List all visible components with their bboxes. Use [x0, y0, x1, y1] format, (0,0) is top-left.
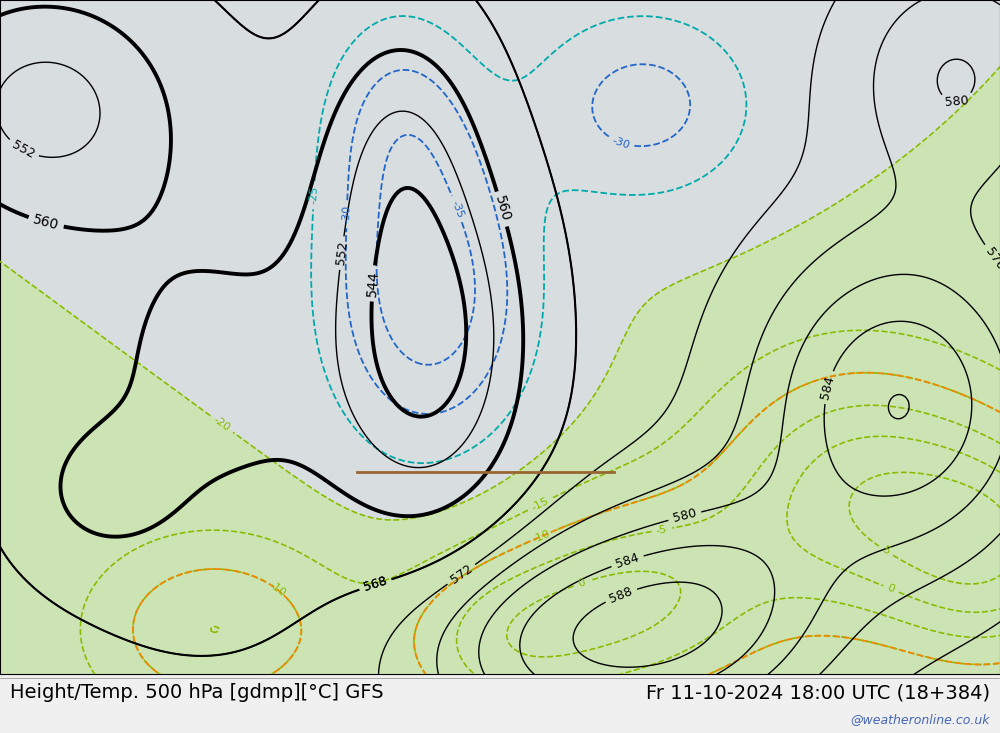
Text: 560: 560 — [31, 213, 61, 233]
Text: 560: 560 — [492, 194, 512, 224]
Text: @weatheronline.co.uk: @weatheronline.co.uk — [850, 712, 990, 726]
Text: 572: 572 — [448, 562, 475, 586]
Text: 572: 572 — [852, 699, 879, 723]
Text: -25: -25 — [308, 186, 319, 205]
Text: 580: 580 — [944, 94, 969, 108]
Text: 584: 584 — [614, 551, 641, 571]
Text: 0: 0 — [886, 583, 896, 595]
Text: -5: -5 — [656, 524, 668, 536]
Text: -30: -30 — [611, 135, 631, 150]
Text: Fr 11-10-2024 18:00 UTC (18+384): Fr 11-10-2024 18:00 UTC (18+384) — [646, 683, 990, 702]
Text: 5: 5 — [880, 545, 892, 557]
Text: 552: 552 — [10, 139, 37, 161]
Text: -15: -15 — [530, 496, 551, 512]
Text: -35: -35 — [449, 199, 465, 219]
Text: -10: -10 — [267, 580, 287, 599]
Text: -15: -15 — [895, 682, 915, 696]
Text: 580: 580 — [672, 507, 698, 526]
Text: 584: 584 — [819, 374, 837, 400]
Text: 568: 568 — [362, 575, 389, 594]
Text: Height/Temp. 500 hPa [gdmp][°C] GFS: Height/Temp. 500 hPa [gdmp][°C] GFS — [10, 683, 384, 702]
Text: 576: 576 — [982, 245, 1000, 272]
Text: 0: 0 — [577, 578, 587, 589]
Text: 544: 544 — [365, 270, 381, 297]
Text: 588: 588 — [607, 584, 635, 605]
Text: 568: 568 — [362, 575, 389, 594]
Text: -20: -20 — [211, 415, 232, 433]
Text: -10: -10 — [531, 528, 552, 545]
Text: -30: -30 — [341, 205, 352, 224]
Text: 552: 552 — [334, 240, 350, 266]
